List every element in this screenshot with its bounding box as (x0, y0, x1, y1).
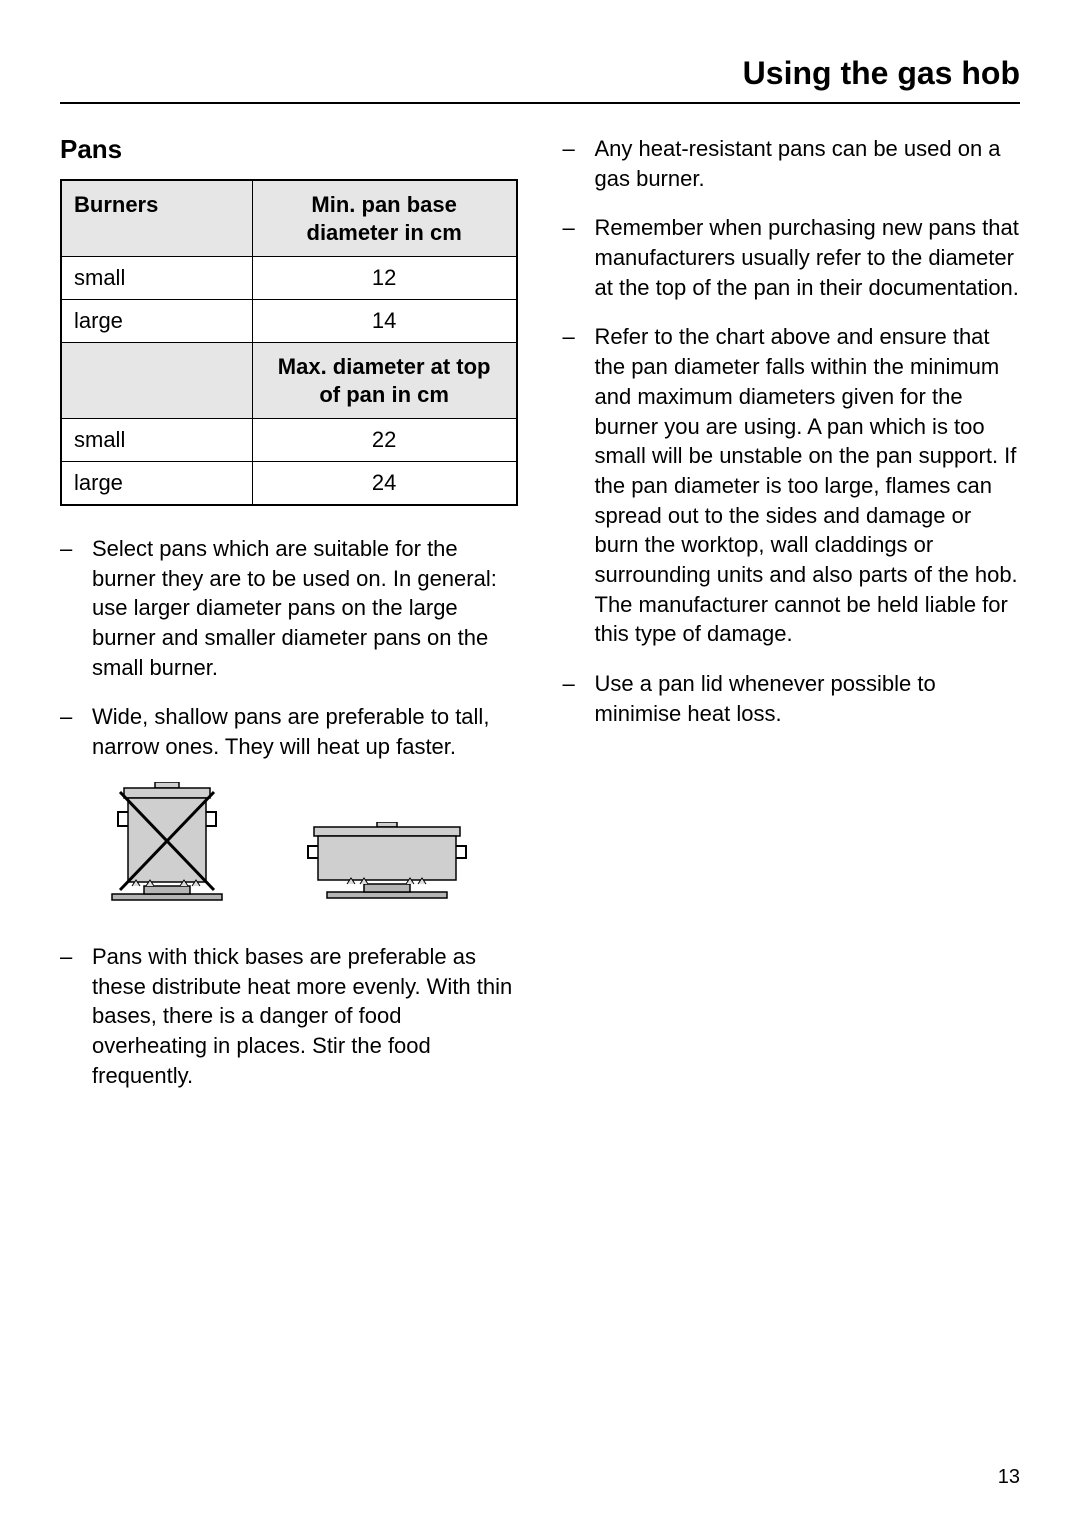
table-cell-value: 12 (252, 257, 516, 300)
page: Using the gas hob Pans Burners Min. pan … (0, 0, 1080, 1529)
list-item: Remember when purchasing new pans that m… (563, 213, 1021, 302)
left-list-a: Select pans which are suitable for the b… (60, 534, 518, 762)
list-item: Refer to the chart above and ensure that… (563, 322, 1021, 649)
table-cell-burner: large (61, 462, 252, 506)
right-list: Any heat-resistant pans can be used on a… (563, 134, 1021, 728)
table-header-burners: Burners (61, 180, 252, 257)
right-column: Any heat-resistant pans can be used on a… (563, 134, 1021, 1110)
content-columns: Pans Burners Min. pan base diameter in c… (60, 134, 1020, 1110)
table-row: large 14 (61, 300, 517, 343)
table-header-row: Burners Min. pan base diameter in cm (61, 180, 517, 257)
list-item: Select pans which are suitable for the b… (60, 534, 518, 682)
table-subheader-empty (61, 343, 252, 419)
table-cell-burner: small (61, 257, 252, 300)
page-title: Using the gas hob (60, 55, 1020, 104)
pan-illustration (92, 782, 518, 912)
table-row: large 24 (61, 462, 517, 506)
table-header-min: Min. pan base diameter in cm (252, 180, 516, 257)
table-cell-value: 14 (252, 300, 516, 343)
table-subheader-row: Max. diameter at top of pan in cm (61, 343, 517, 419)
wide-pan-correct-icon (292, 822, 482, 912)
pan-table: Burners Min. pan base diameter in cm sma… (60, 179, 518, 506)
list-item: Any heat-resistant pans can be used on a… (563, 134, 1021, 193)
table-cell-burner: large (61, 300, 252, 343)
table-cell-burner: small (61, 419, 252, 462)
table-row: small 12 (61, 257, 517, 300)
page-number: 13 (998, 1466, 1020, 1489)
section-heading-pans: Pans (60, 134, 518, 165)
left-list-b: Pans with thick bases are preferable as … (60, 942, 518, 1090)
list-item: Pans with thick bases are preferable as … (60, 942, 518, 1090)
table-header-max: Max. diameter at top of pan in cm (252, 343, 516, 419)
list-item: Use a pan lid whenever possible to minim… (563, 669, 1021, 728)
table-cell-value: 24 (252, 462, 516, 506)
list-item: Wide, shallow pans are preferable to tal… (60, 702, 518, 761)
table-row: small 22 (61, 419, 517, 462)
left-column: Pans Burners Min. pan base diameter in c… (60, 134, 518, 1110)
table-cell-value: 22 (252, 419, 516, 462)
tall-pan-wrong-icon (92, 782, 242, 912)
